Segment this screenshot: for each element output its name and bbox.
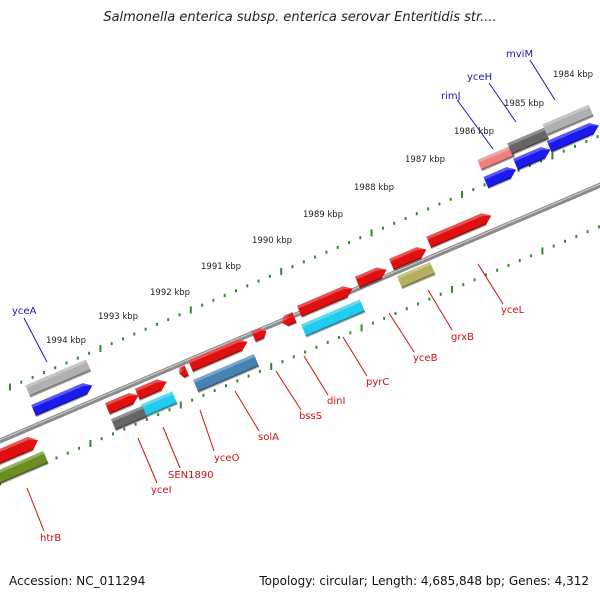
leader-grxB <box>427 289 453 331</box>
gene-grxB <box>389 247 427 272</box>
feature-htrB-olive <box>0 451 49 487</box>
label-dinI: dinI <box>327 396 345 407</box>
leader-yceH <box>488 82 517 123</box>
scale-label-1987: 1987 kbp <box>405 155 445 165</box>
label-htrB: htrB <box>40 533 61 544</box>
map-title: Salmonella enterica subsp. enterica sero… <box>103 10 497 25</box>
gene-yceB <box>354 267 387 289</box>
label-yceO: yceO <box>214 453 240 464</box>
leader-htrB <box>26 487 45 532</box>
leader-yceB <box>388 312 415 353</box>
scale-label-1988: 1988 kbp <box>354 183 394 193</box>
gene-dinI <box>281 312 298 328</box>
scale-label-1992: 1992 kbp <box>150 288 190 298</box>
gene-yceA-rev <box>31 383 93 418</box>
scale-label-1993: 1993 kbp <box>98 312 138 322</box>
label-yceA: yceA <box>12 306 37 317</box>
label-pyrC: pyrC <box>366 377 389 388</box>
feature-pyrC-cyan <box>301 299 366 338</box>
leader-yceO <box>199 409 215 452</box>
leader-yceI <box>137 437 158 484</box>
label-bssS: bssS <box>299 411 322 422</box>
gene-mviM-rev <box>546 123 599 154</box>
label-rimJ: rimJ <box>441 91 461 102</box>
label-yceB: yceB <box>413 353 438 364</box>
scale-label-1990: 1990 kbp <box>252 236 292 246</box>
label-yceL: yceL <box>501 305 525 316</box>
scale-label-1985: 1985 kbp <box>504 99 544 109</box>
gene-SEN1890 <box>134 379 167 401</box>
scale-label-1989: 1989 kbp <box>303 210 343 220</box>
leader-bssS <box>275 370 302 411</box>
feature-SEN1890-cyan <box>140 391 178 418</box>
label-yceH: yceH <box>467 72 492 83</box>
accession-label: Accession: NC_011294 <box>9 574 146 588</box>
topology-summary: Topology: circular; Length: 4,685,848 bp… <box>259 574 589 588</box>
leader-yceL <box>477 263 504 305</box>
leader-rimJ <box>457 100 494 150</box>
leader-yceA <box>23 317 48 363</box>
gene-rimJ-rev <box>483 167 517 190</box>
scale-label-1984: 1984 kbp <box>553 70 593 80</box>
leader-pyrC <box>342 336 368 377</box>
gene-mviM <box>542 104 594 137</box>
scale-label-1994: 1994 kbp <box>46 336 86 346</box>
label-SEN1890: SEN1890 <box>168 470 214 481</box>
gene-rimJ <box>477 145 516 172</box>
label-yceI: yceI <box>151 485 172 496</box>
scale-label-1986: 1986 kbp <box>454 127 494 137</box>
feature-grxB-khaki <box>396 261 436 290</box>
gene-yceI <box>105 392 139 416</box>
gene-yceA <box>25 359 92 398</box>
gene-solA <box>188 339 248 373</box>
feature-yceI-gray <box>111 405 148 432</box>
gene-yceO <box>179 365 190 379</box>
leader-SEN1890 <box>162 426 181 469</box>
gene-pyrC <box>296 286 353 319</box>
gene-yceH <box>507 127 550 156</box>
scale-ticks-bottom <box>0 225 600 486</box>
label-solA: solA <box>258 432 279 443</box>
label-mviM: mviM <box>506 49 533 60</box>
gene-bssS <box>251 328 267 343</box>
leader-dinI <box>303 355 329 396</box>
leader-mviM <box>529 59 556 101</box>
gene-htrB <box>0 436 38 468</box>
scale-label-1991: 1991 kbp <box>201 262 241 272</box>
label-grxB: grxB <box>451 332 474 343</box>
gene-yceL <box>426 213 492 249</box>
leader-solA <box>234 390 260 432</box>
feature-solA-steel <box>193 354 260 394</box>
gene-yceH-rev <box>513 147 551 172</box>
